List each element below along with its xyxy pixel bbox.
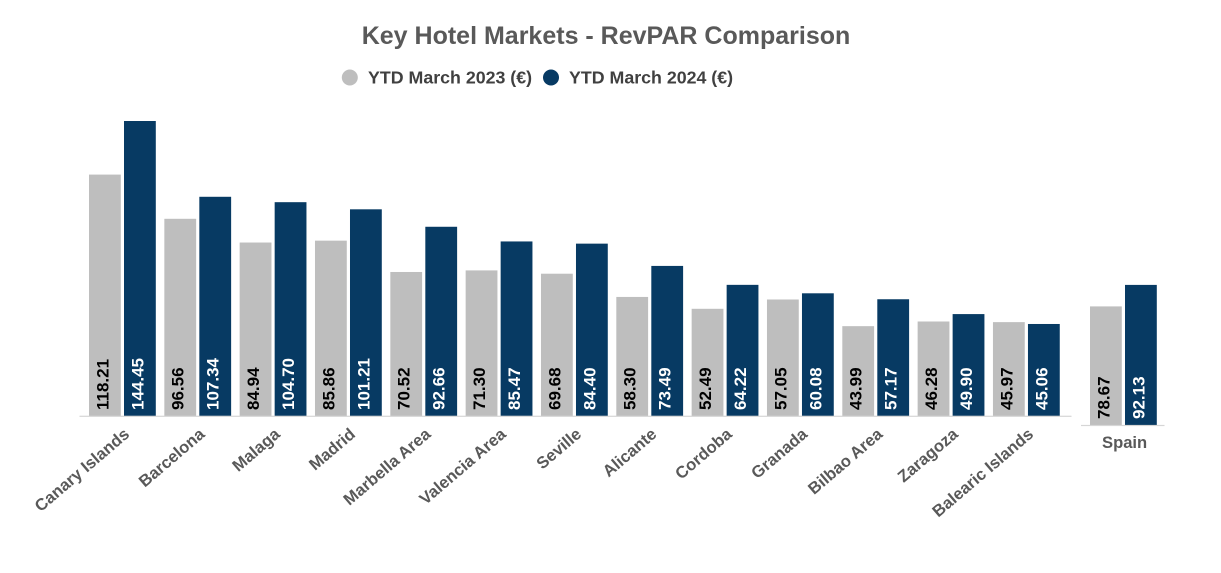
svg-text:70.52: 70.52 — [395, 367, 414, 410]
svg-text:92.66: 92.66 — [430, 367, 449, 410]
svg-text:107.34: 107.34 — [204, 357, 223, 410]
svg-text:85.86: 85.86 — [319, 367, 338, 410]
svg-text:58.30: 58.30 — [621, 367, 640, 410]
svg-text:78.67: 78.67 — [1094, 376, 1113, 419]
svg-text:101.21: 101.21 — [354, 358, 373, 410]
svg-text:YTD March 2023 (€): YTD March 2023 (€) — [368, 68, 532, 88]
svg-text:60.08: 60.08 — [806, 367, 825, 410]
svg-text:YTD March 2024 (€): YTD March 2024 (€) — [569, 68, 733, 88]
svg-text:46.28: 46.28 — [922, 367, 941, 410]
svg-text:69.68: 69.68 — [545, 367, 564, 410]
svg-text:118.21: 118.21 — [93, 359, 112, 410]
svg-text:49.90: 49.90 — [957, 367, 976, 410]
svg-text:92.13: 92.13 — [1129, 376, 1148, 419]
svg-text:64.22: 64.22 — [731, 367, 750, 410]
svg-text:144.45: 144.45 — [128, 358, 147, 410]
svg-text:71.30: 71.30 — [470, 367, 489, 410]
svg-text:96.56: 96.56 — [169, 367, 188, 410]
svg-text:52.49: 52.49 — [696, 367, 715, 410]
svg-text:85.47: 85.47 — [505, 367, 524, 410]
svg-text:45.97: 45.97 — [997, 367, 1016, 410]
svg-text:Key Hotel Markets - RevPAR Com: Key Hotel Markets - RevPAR Comparison — [362, 22, 851, 50]
svg-text:84.40: 84.40 — [580, 367, 599, 410]
svg-text:57.17: 57.17 — [882, 367, 901, 410]
svg-text:73.49: 73.49 — [656, 367, 675, 410]
svg-text:84.94: 84.94 — [244, 367, 263, 410]
svg-text:104.70: 104.70 — [279, 358, 298, 410]
svg-text:45.06: 45.06 — [1032, 367, 1051, 410]
svg-text:57.05: 57.05 — [771, 367, 790, 410]
svg-text:Spain: Spain — [1102, 433, 1147, 452]
svg-text:43.99: 43.99 — [847, 367, 866, 410]
